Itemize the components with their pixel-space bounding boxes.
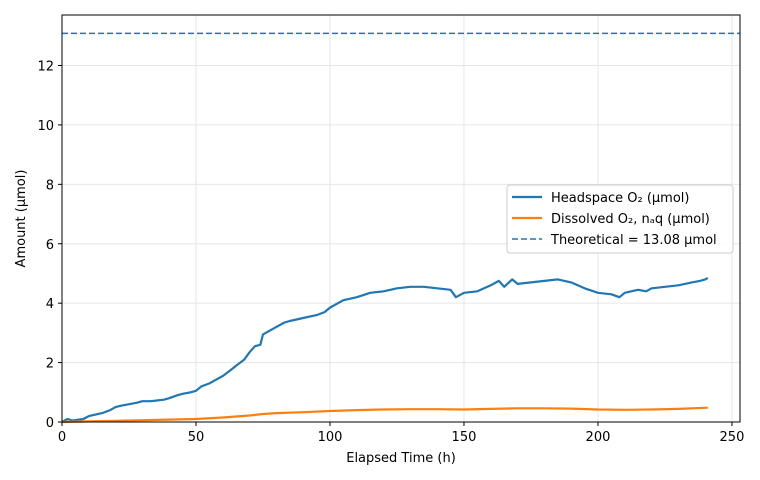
y-axis-label: Amount (µmol) bbox=[14, 170, 29, 268]
y-tick-label: 2 bbox=[46, 357, 54, 372]
legend-label: Headspace O₂ (µmol) bbox=[551, 191, 689, 206]
series-line-headspace bbox=[61, 276, 709, 423]
y-tick-label: 8 bbox=[46, 178, 54, 193]
x-tick-label: 50 bbox=[188, 430, 205, 445]
x-axis: 0 50 100 150 200 250 bbox=[58, 422, 745, 445]
y-tick-label: 6 bbox=[46, 238, 54, 253]
x-tick-label: 100 bbox=[318, 430, 343, 445]
y-axis: 0 2 4 6 8 10 12 bbox=[37, 60, 62, 431]
plot-area bbox=[61, 32, 740, 424]
y-tick-label: 12 bbox=[37, 60, 54, 75]
series-line-dissolved bbox=[61, 406, 708, 424]
x-axis-label: Elapsed Time (h) bbox=[346, 451, 456, 466]
y-tick-label: 10 bbox=[37, 119, 54, 134]
legend-box bbox=[506, 184, 734, 254]
x-tick-label: 250 bbox=[720, 430, 745, 445]
y-tick-label: 4 bbox=[46, 297, 54, 312]
x-tick-label: 0 bbox=[58, 430, 66, 445]
y-tick-label: 0 bbox=[46, 416, 54, 431]
legend-label: Theoretical = 13.08 µmol bbox=[550, 233, 717, 248]
x-tick-label: 150 bbox=[452, 430, 477, 445]
x-tick-label: 200 bbox=[586, 430, 611, 445]
legend-label: Dissolved O₂, nₐq (µmol) bbox=[551, 212, 710, 227]
legend: Headspace O₂ (µmol) Dissolved O₂, nₐq (µm… bbox=[506, 184, 734, 254]
plot-frame bbox=[61, 14, 741, 423]
